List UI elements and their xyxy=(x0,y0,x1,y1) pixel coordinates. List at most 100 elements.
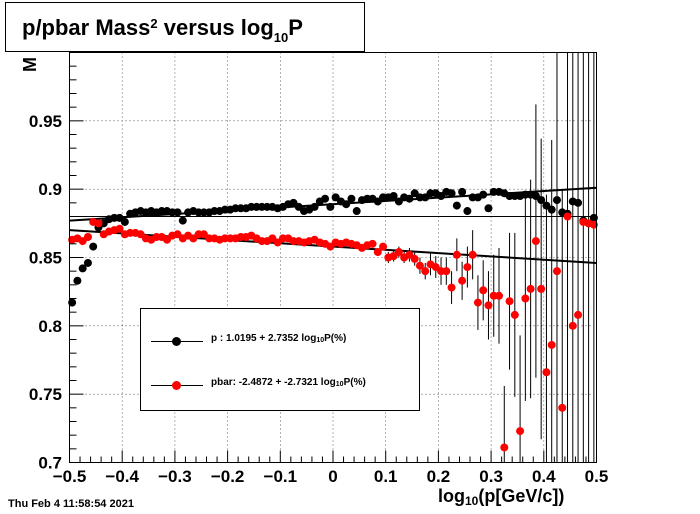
data-point-pbar xyxy=(495,291,504,300)
data-point-p xyxy=(352,207,361,216)
y-tick-label: 0.85 xyxy=(29,249,62,268)
data-point-p xyxy=(447,189,456,198)
chart-title: p/pbar Mass2 versus log10P xyxy=(5,2,365,52)
axis-ticks xyxy=(69,52,597,463)
legend-label-pbar: pbar: -2.4872 + -2.7321 log10P(%) xyxy=(211,377,366,388)
x-tick-label: −0.4 xyxy=(105,467,139,486)
data-point-p xyxy=(120,217,129,226)
data-point-pbar xyxy=(547,340,556,349)
data-point-p xyxy=(78,264,87,273)
x-tick-label: 0.5 xyxy=(585,467,609,486)
data-point-pbar xyxy=(452,250,461,259)
legend-entry-p: p : 1.0195 + 2.7352 log10P(%) xyxy=(141,331,419,351)
data-point-p xyxy=(321,194,330,203)
data-point-p xyxy=(89,242,98,251)
data-point-p xyxy=(173,208,182,217)
data-point-pbar xyxy=(463,263,472,272)
data-point-p xyxy=(405,194,414,203)
title-subscript: 10 xyxy=(273,30,289,45)
data-point-pbar xyxy=(368,239,377,248)
data-point-pbar xyxy=(552,267,561,276)
data-point-pbar xyxy=(442,267,451,276)
data-point-pbar xyxy=(568,321,577,330)
data-point-pbar xyxy=(510,310,519,319)
data-point-p xyxy=(73,276,82,285)
x-tick-label: 0.3 xyxy=(479,467,503,486)
legend: p : 1.0195 + 2.7352 log10P(%) pbar: -2.4… xyxy=(140,308,420,411)
y-tick-label: 0.95 xyxy=(29,112,62,131)
data-point-pbar xyxy=(479,286,488,295)
data-point-pbar xyxy=(458,276,467,285)
data-point-p xyxy=(463,207,472,216)
data-point-p xyxy=(83,258,92,267)
data-point-p xyxy=(342,200,351,209)
data-point-pbar xyxy=(521,294,530,303)
data-point-pbar xyxy=(410,254,419,263)
x-tick-labels: −0.5 −0.4 −0.3 −0.2 −0.1 0 0.1 0.2 0.3 0.4 0.5 xyxy=(53,467,609,486)
legend-label-p: p : 1.0195 + 2.7352 log10P(%) xyxy=(211,333,347,344)
x-axis-title: log10(p[GeV/c]) xyxy=(438,486,565,508)
data-point-pbar xyxy=(500,443,509,452)
data-point-p xyxy=(479,190,488,199)
y-axis-title: M xyxy=(20,57,40,72)
data-point-pbar xyxy=(379,242,388,251)
data-point-p xyxy=(547,205,556,214)
data-point-pbar xyxy=(574,310,583,319)
timestamp: Thu Feb 4 11:58:54 2021 xyxy=(8,498,134,510)
x-tick-label: 0 xyxy=(328,467,337,486)
data-point-p xyxy=(326,202,335,211)
title-text-mid: versus log xyxy=(157,15,274,40)
data-point-pbar xyxy=(394,248,403,257)
data-point-pbar xyxy=(373,248,382,257)
data-point-pbar xyxy=(473,298,482,307)
legend-marker-p xyxy=(172,337,181,346)
title-superscript: 2 xyxy=(150,16,158,31)
grid xyxy=(69,52,597,463)
y-tick-label: 0.9 xyxy=(38,180,62,199)
data-point-pbar xyxy=(516,427,525,436)
data-point-pbar xyxy=(531,237,540,246)
data-point-pbar xyxy=(537,284,546,293)
y-tick-label: 0.75 xyxy=(29,385,62,404)
data-point-pbar xyxy=(83,233,92,241)
data-point-p xyxy=(178,216,187,225)
data-point-pbar xyxy=(563,212,572,221)
data-point-pbar xyxy=(558,403,567,412)
data-point-p xyxy=(589,213,598,222)
data-point-pbar xyxy=(484,301,493,310)
data-point-pbar xyxy=(505,297,514,306)
data-point-pbar xyxy=(589,220,598,229)
data-point-pbar xyxy=(447,283,456,292)
x-tick-label: 0.1 xyxy=(374,467,398,486)
data-point-p xyxy=(458,187,467,196)
data-point-p xyxy=(310,202,319,211)
data-point-p xyxy=(552,196,561,205)
title-text-tail: P xyxy=(288,15,303,40)
data-point-p xyxy=(347,194,356,203)
x-tick-label: −0.1 xyxy=(264,467,298,486)
data-point-pbar xyxy=(415,261,424,270)
data-points xyxy=(68,187,598,452)
x-tick-label: 0.4 xyxy=(532,467,556,486)
data-point-p xyxy=(484,204,493,213)
legend-marker-pbar xyxy=(172,381,181,390)
data-point-p xyxy=(452,201,461,210)
x-tick-label: 0.2 xyxy=(427,467,451,486)
x-tick-label: −0.2 xyxy=(211,467,245,486)
data-point-p xyxy=(574,198,583,207)
data-point-p xyxy=(537,196,546,205)
data-point-p xyxy=(68,298,77,307)
data-point-pbar xyxy=(542,368,551,377)
y-tick-label: 0.7 xyxy=(38,454,62,473)
legend-entry-pbar: pbar: -2.4872 + -2.7321 log10P(%) xyxy=(141,375,419,395)
data-point-pbar xyxy=(468,250,477,259)
title-text: p/pbar Mass xyxy=(22,15,151,40)
data-point-pbar xyxy=(115,224,124,233)
data-point-pbar xyxy=(94,219,103,228)
x-tick-label: −0.5 xyxy=(53,467,87,486)
data-point-pbar xyxy=(526,284,535,293)
data-point-pbar xyxy=(421,267,430,276)
x-tick-label: −0.3 xyxy=(158,467,192,486)
data-point-p xyxy=(389,192,398,200)
